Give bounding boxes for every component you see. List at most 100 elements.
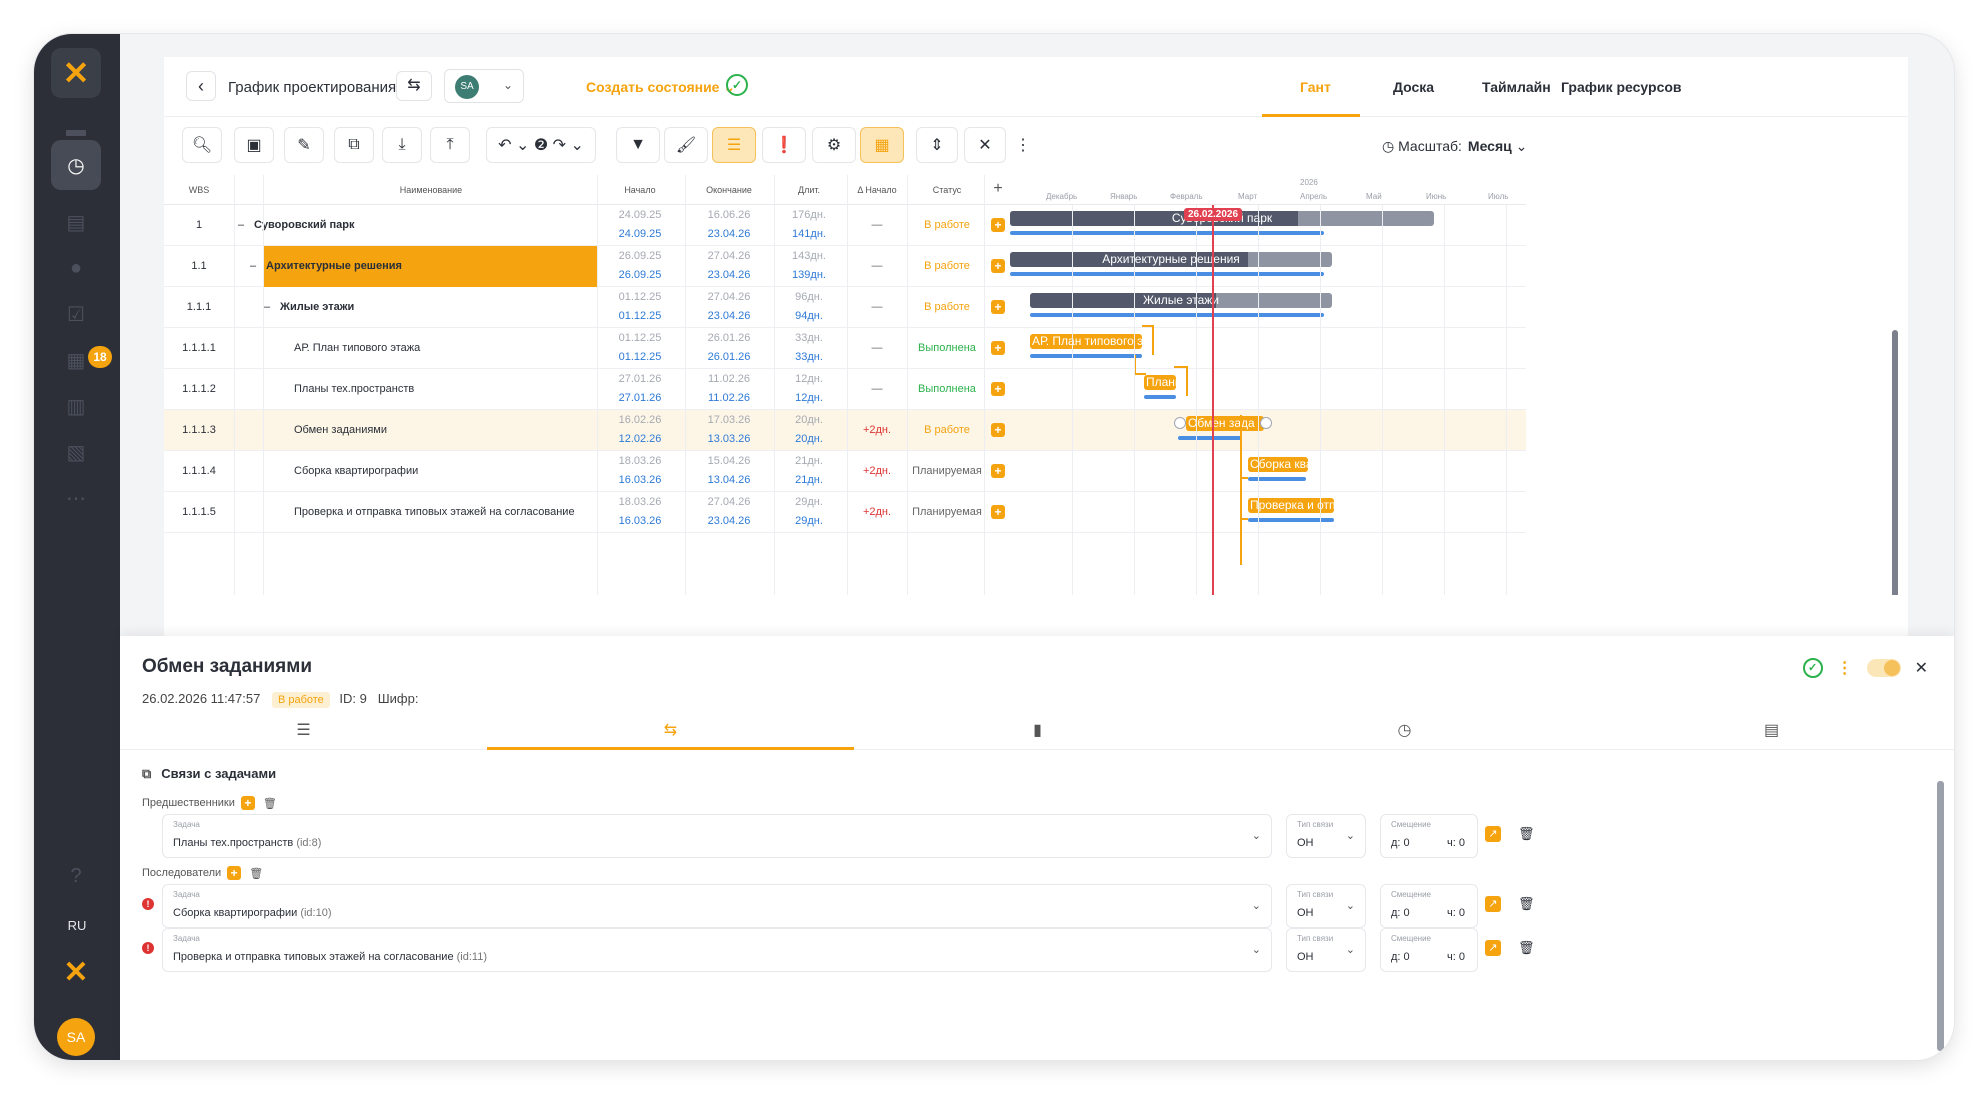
edit-icon[interactable]: ↗ xyxy=(1485,940,1501,956)
tab-settings-icon[interactable]: ☰ xyxy=(296,722,311,739)
edit-icon[interactable]: ↗ xyxy=(1485,826,1501,842)
gantt-bar[interactable]: Архитектурные решения xyxy=(1010,252,1332,267)
app-logo[interactable]: ✕ xyxy=(51,48,101,98)
table-row[interactable]: 1.1– Архитектурные решения 26.09.25 26.09.2… xyxy=(164,246,1526,287)
tab-board[interactable]: Доска xyxy=(1393,79,1435,95)
close-icon[interactable]: ✕ xyxy=(1914,660,1928,677)
offset-days[interactable]: д: 0 xyxy=(1391,951,1410,963)
toggle[interactable] xyxy=(1866,659,1901,677)
tab-clipboard-icon[interactable]: ▮ xyxy=(1033,722,1042,739)
col-start[interactable]: Начало xyxy=(624,185,656,195)
offset-hours[interactable]: ч: 0 xyxy=(1447,907,1465,919)
col-end[interactable]: Окончание xyxy=(706,185,752,195)
add-task-button[interactable]: + xyxy=(991,505,1005,519)
add-successor-button[interactable]: + xyxy=(227,866,242,880)
add-task-button[interactable]: + xyxy=(991,423,1005,437)
add-task-button[interactable]: + xyxy=(991,259,1005,273)
tab-comments-icon[interactable]: ▤ xyxy=(1763,722,1780,739)
link-type-select[interactable]: Тип связи ОН ⌄ xyxy=(1286,814,1366,858)
gantt-view-icon[interactable]: ☰ xyxy=(712,127,756,163)
offset-hours[interactable]: ч: 0 xyxy=(1447,951,1465,963)
alert-icon[interactable]: ● xyxy=(69,256,83,279)
clipboard-icon[interactable]: ▣ xyxy=(234,127,274,163)
settings-icon[interactable]: ⚙ xyxy=(812,127,856,163)
trash-icon[interactable]: 🗑︎ xyxy=(262,797,277,810)
link-type-select[interactable]: Тип связи ОН ⌄ xyxy=(1286,884,1366,928)
trash-icon[interactable]: 🗑︎ xyxy=(1518,896,1535,911)
avatar[interactable]: SA xyxy=(57,1018,95,1056)
vertical-scrollbar[interactable] xyxy=(1892,330,1898,595)
checklist-icon[interactable]: ☑ xyxy=(67,303,85,326)
edit-icon[interactable]: ✎ xyxy=(284,127,324,163)
add-task-button[interactable]: + xyxy=(991,464,1005,478)
table-row[interactable]: 1.1.1.2 Планы тех.пространств 27.01.26 27.0… xyxy=(164,369,1526,410)
search-icon[interactable]: 🔍︎ xyxy=(182,127,222,163)
clock-icon[interactable]: ◷ xyxy=(51,140,101,190)
table-row[interactable]: 1 – Суворовский парк 24.09.25 24.09.25 16.06.… xyxy=(164,205,1526,246)
offset-days[interactable]: д: 0 xyxy=(1391,907,1410,919)
add-task-button[interactable]: + xyxy=(991,300,1005,314)
col-wbs[interactable]: WBS xyxy=(188,185,210,195)
status-cell[interactable]: В работе xyxy=(924,219,970,231)
user-select[interactable]: SA ⌄ xyxy=(444,69,524,103)
col-status[interactable]: Статус xyxy=(932,185,962,195)
building-icon[interactable]: ▥ xyxy=(66,395,86,418)
link-handle[interactable] xyxy=(1260,417,1272,429)
create-state-button[interactable]: Создать состояние ⌄ xyxy=(586,79,736,95)
add-task-button[interactable]: + xyxy=(991,218,1005,232)
back-button[interactable]: ‹ xyxy=(186,71,216,101)
add-column-icon[interactable]: + xyxy=(993,180,1003,197)
kebab-icon[interactable]: ⋮ xyxy=(1012,127,1034,163)
help-icon[interactable]: ? xyxy=(70,864,82,887)
warning-icon[interactable]: ❗ xyxy=(762,127,806,163)
table-row[interactable]: 1.1.1.4 Сборка квартирографии 18.03.26 16.0… xyxy=(164,451,1526,492)
edit-icon[interactable]: ↗ xyxy=(1485,896,1501,912)
tab-links-icon[interactable]: ⇆ xyxy=(663,722,678,739)
table-row[interactable]: 1.1.1.3 Обмен заданиями 16.02.26 12.02.26 17… xyxy=(164,410,1526,451)
undo-redo-group[interactable]: ↶ ⌄ ❷ ↷ ⌄ xyxy=(486,127,596,163)
panel-scrollbar[interactable] xyxy=(1937,781,1944,1051)
status-cell[interactable]: В работе xyxy=(924,301,970,313)
table-row[interactable]: 1.1.1.1 АР. План типового этажа 01.12.25 01… xyxy=(164,328,1526,369)
video-icon[interactable]: ▬ xyxy=(66,118,86,141)
table-icon[interactable]: ▦ xyxy=(860,127,904,163)
col-delta[interactable]: Δ Начало xyxy=(857,185,897,195)
trash-icon[interactable]: 🗑︎ xyxy=(1518,826,1535,841)
tab-timeline[interactable]: Таймлайн xyxy=(1482,79,1551,95)
status-cell[interactable]: Планируемая xyxy=(912,506,982,518)
task-select[interactable]: Задача Сборка квартирографии (id:10) ⌄ xyxy=(162,884,1272,928)
link-handle[interactable] xyxy=(1174,417,1186,429)
offset-field[interactable]: Смещение д: 0 ч: 0 xyxy=(1380,814,1478,858)
paint-icon[interactable]: 🖌︎ xyxy=(664,127,708,163)
kebab-icon[interactable]: ⋮ xyxy=(1836,660,1853,677)
collapse-icon[interactable]: – xyxy=(250,260,257,272)
status-cell[interactable]: В работе xyxy=(924,260,970,272)
gantt-bar[interactable]: АР. План типового эта xyxy=(1030,334,1142,349)
check-icon[interactable]: ✓ xyxy=(726,74,748,96)
status-cell[interactable]: Планируемая xyxy=(912,465,982,477)
download-icon[interactable]: ⤓ xyxy=(382,127,422,163)
calendar-icon[interactable]: ▦ xyxy=(66,349,86,372)
status-cell[interactable]: Выполнена xyxy=(918,383,976,395)
task-select[interactable]: Задача Проверка и отправка типовых этаже… xyxy=(162,928,1272,972)
chart-icon[interactable]: ▧ xyxy=(66,441,86,464)
language-switch[interactable]: RU xyxy=(67,918,87,933)
trash-icon[interactable]: 🗑︎ xyxy=(1518,940,1535,955)
gantt-bar[interactable]: Обмен зада xyxy=(1186,416,1264,431)
collapse-icon[interactable]: – xyxy=(264,301,271,313)
add-task-button[interactable]: + xyxy=(991,341,1005,355)
tab-resources[interactable]: График ресурсов xyxy=(1561,79,1682,95)
table-row[interactable]: 1.1.1– Жилые этажи 01.12.25 01.12.25 27.04.2… xyxy=(164,287,1526,328)
offset-field[interactable]: Смещение д: 0 ч: 0 xyxy=(1380,884,1478,928)
gantt-bar[interactable]: Проверка и отпр xyxy=(1248,498,1334,513)
more-icon[interactable]: ⋯ xyxy=(66,487,86,510)
document-icon[interactable]: ▤ xyxy=(66,211,86,234)
collapse-icon[interactable]: ✕ xyxy=(964,127,1006,163)
upload-icon[interactable]: ⤒ xyxy=(430,127,470,163)
gantt-bar[interactable]: Жилые этажи xyxy=(1030,293,1332,308)
swap-icon[interactable]: ⇆ xyxy=(396,71,432,101)
tab-history-icon[interactable]: ◷ xyxy=(1397,722,1412,739)
expand-icon[interactable]: ⇕ xyxy=(916,127,958,163)
status-cell[interactable]: В работе xyxy=(924,424,970,436)
offset-hours[interactable]: ч: 0 xyxy=(1447,837,1465,849)
